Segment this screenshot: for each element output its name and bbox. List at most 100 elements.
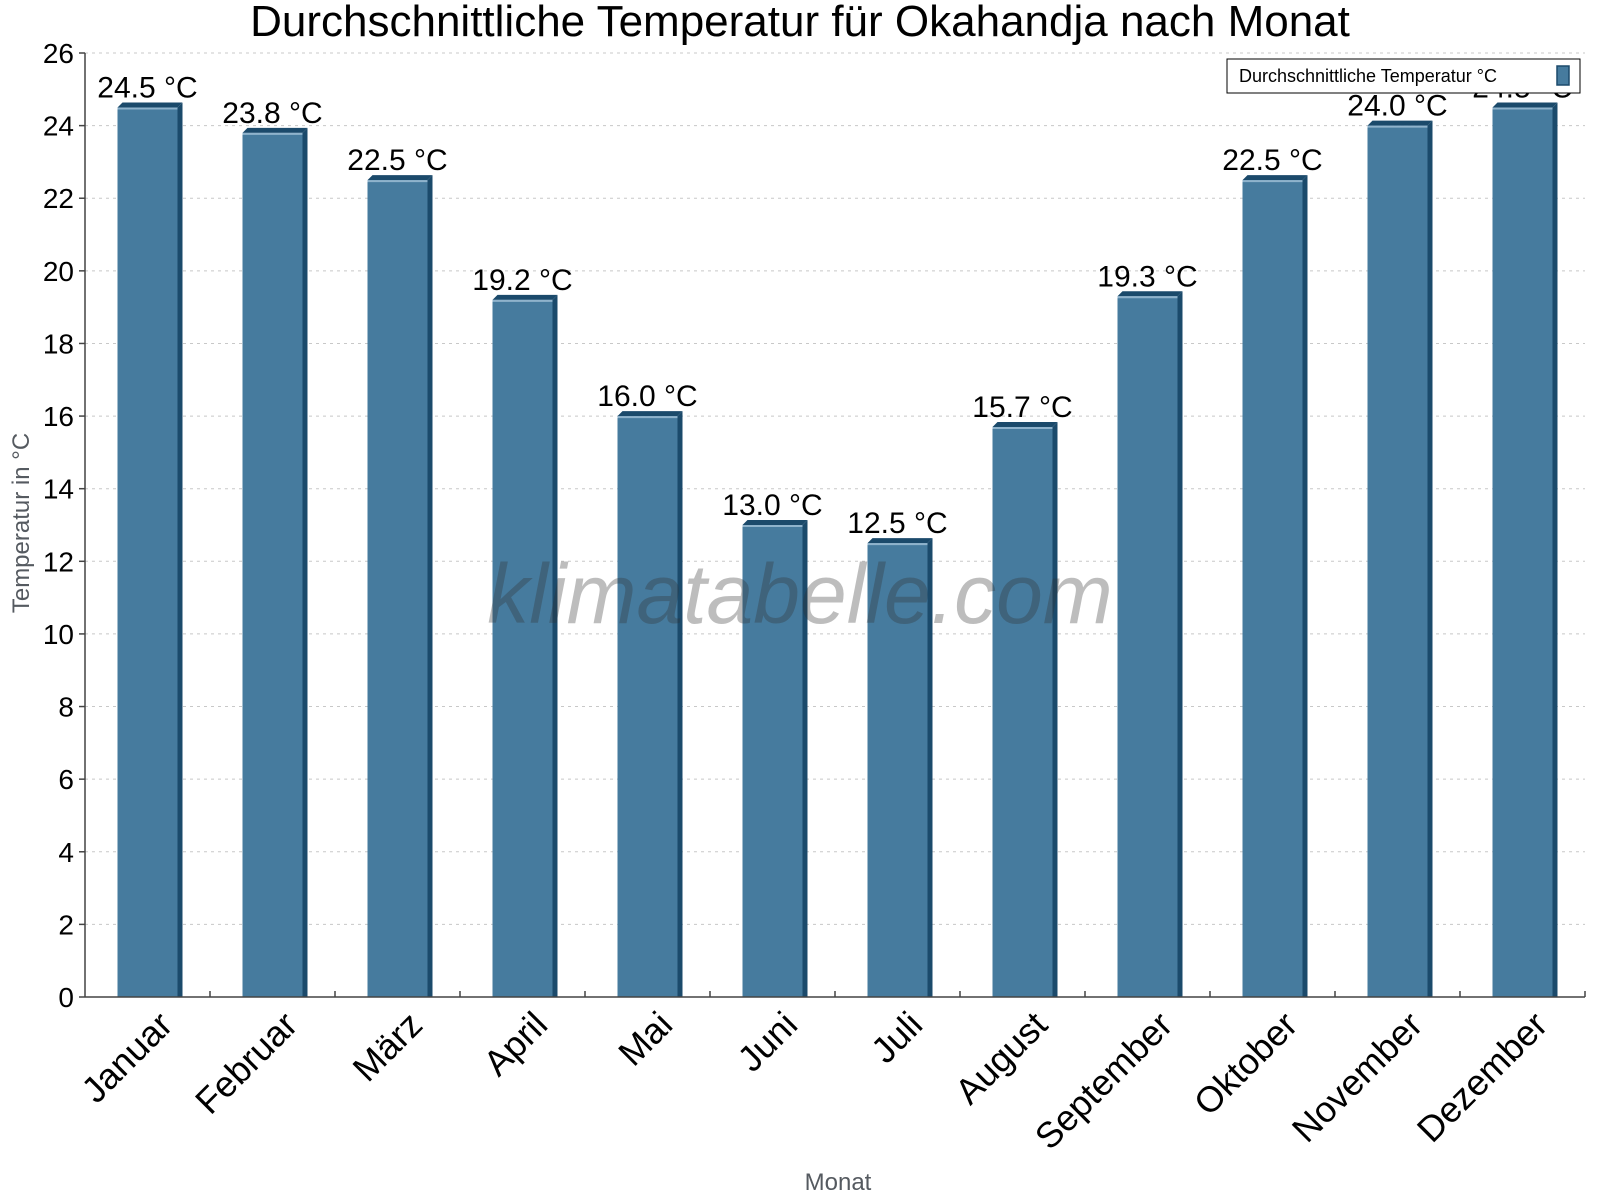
data-label: 19.2 °C: [472, 264, 572, 297]
y-tick-label: 24: [43, 111, 74, 142]
data-label: 22.5 °C: [1222, 144, 1322, 177]
bar: [1492, 102, 1558, 997]
bar: [1367, 120, 1433, 998]
bar-front: [617, 416, 678, 998]
y-tick-label: 2: [58, 909, 74, 940]
x-tick-label: April: [475, 1004, 555, 1084]
bar-top: [617, 411, 683, 417]
data-label: 13.0 °C: [722, 489, 822, 522]
bar-front: [1117, 296, 1178, 997]
bar-front: [1242, 180, 1303, 998]
bar: [1117, 291, 1183, 997]
bar-front: [117, 107, 178, 997]
bar: [992, 421, 1058, 997]
legend-box: [1226, 58, 1581, 94]
x-tick-label: August: [947, 1004, 1055, 1112]
data-label: 15.7 °C: [972, 391, 1072, 424]
bar-front: [492, 299, 553, 997]
y-tick-label: 18: [43, 328, 74, 359]
x-tick-label: Dezember: [1409, 1004, 1555, 1150]
bar-side: [1177, 291, 1183, 997]
y-tick-label: 4: [58, 837, 74, 868]
data-label: 12.5 °C: [847, 507, 947, 540]
y-tick-label: 8: [58, 692, 74, 723]
bar-front: [867, 543, 928, 997]
y-tick-label: 16: [43, 401, 74, 432]
x-tick-label: Mai: [610, 1004, 680, 1074]
bar: [867, 538, 933, 997]
y-tick-label: 14: [43, 474, 74, 505]
bar-side: [177, 102, 183, 997]
bar: [117, 102, 183, 997]
bar-front: [742, 525, 803, 997]
bar-front: [367, 180, 428, 998]
data-label: 19.3 °C: [1097, 260, 1197, 293]
x-tick-label: März: [345, 1004, 431, 1090]
legend-swatch: [1556, 65, 1570, 86]
legend-label: Durchschnittliche Temperatur °C: [1239, 66, 1497, 86]
x-axis-ticks: Januar Februar März April Mai Juni Juli AugustS…: [73, 991, 1586, 1158]
bar-side: [1302, 175, 1308, 998]
bar-side: [1552, 102, 1558, 997]
x-tick-label: Juli: [863, 1004, 930, 1071]
bars: [117, 102, 1558, 998]
bar: [742, 520, 808, 997]
bar-side: [427, 175, 433, 998]
x-tick-label: November: [1284, 1004, 1430, 1150]
x-tick-label: Januar: [73, 1004, 180, 1111]
bar-front: [1492, 107, 1553, 997]
bar-side: [552, 294, 558, 997]
x-tick-label: Februar: [187, 1004, 305, 1122]
bar-top: [992, 421, 1058, 427]
bar-top: [367, 175, 433, 181]
bar: [492, 294, 558, 997]
bar: [617, 411, 683, 998]
bar-side: [1052, 421, 1058, 997]
bar: [1242, 175, 1308, 998]
bar: [367, 175, 433, 998]
chart-title: Durchschnittliche Temperatur für Okahand…: [250, 0, 1350, 46]
bar-top: [117, 102, 183, 108]
bar-front: [242, 132, 303, 997]
x-tick-label: September: [1027, 1004, 1181, 1158]
data-label: 24.5 °C: [97, 71, 197, 104]
y-axis-title: Temperatur in °C: [8, 433, 35, 613]
bar-side: [802, 520, 808, 997]
x-tick-label: Juni: [729, 1004, 805, 1080]
bar-side: [677, 411, 683, 998]
watermark: klimatabelle.com: [487, 547, 1113, 641]
bar-top: [1367, 120, 1433, 126]
y-tick-label: 6: [58, 764, 74, 795]
y-tick-label: 12: [43, 546, 74, 577]
bar-top: [492, 294, 558, 300]
bar-top: [242, 127, 308, 133]
data-labels: 24.5 °C 23.8 °C 22.5 °C 19.2 °C 16.0 °C 13.0 …: [97, 71, 1572, 540]
data-label: 24.0 °C: [1347, 90, 1447, 123]
bar-top: [1492, 102, 1558, 108]
axes: [84, 53, 1585, 998]
y-tick-label: 0: [58, 982, 74, 1013]
y-tick-label: 10: [43, 619, 74, 650]
bar-front: [992, 426, 1053, 997]
bar-top: [867, 538, 933, 544]
y-tick-label: 22: [43, 183, 74, 214]
legend: Durchschnittliche Temperatur °C: [1226, 58, 1581, 94]
y-tick-label: 20: [43, 256, 74, 287]
bar-side: [302, 127, 308, 997]
bar-front: [1367, 125, 1428, 998]
bar-top: [1117, 291, 1183, 297]
data-label: 23.8 °C: [222, 97, 322, 130]
bar-side: [1427, 120, 1433, 998]
gridlines: [85, 52, 1585, 925]
y-tick-label: 26: [43, 38, 74, 69]
data-label: 16.0 °C: [597, 380, 697, 413]
x-tick-label: Oktober: [1186, 1004, 1306, 1124]
bar: [242, 127, 308, 997]
bar-side: [927, 538, 933, 997]
data-label: 22.5 °C: [347, 144, 447, 177]
bar-top: [1242, 175, 1308, 181]
x-axis-title: Monat: [805, 1169, 872, 1196]
bar-top: [742, 520, 808, 525]
